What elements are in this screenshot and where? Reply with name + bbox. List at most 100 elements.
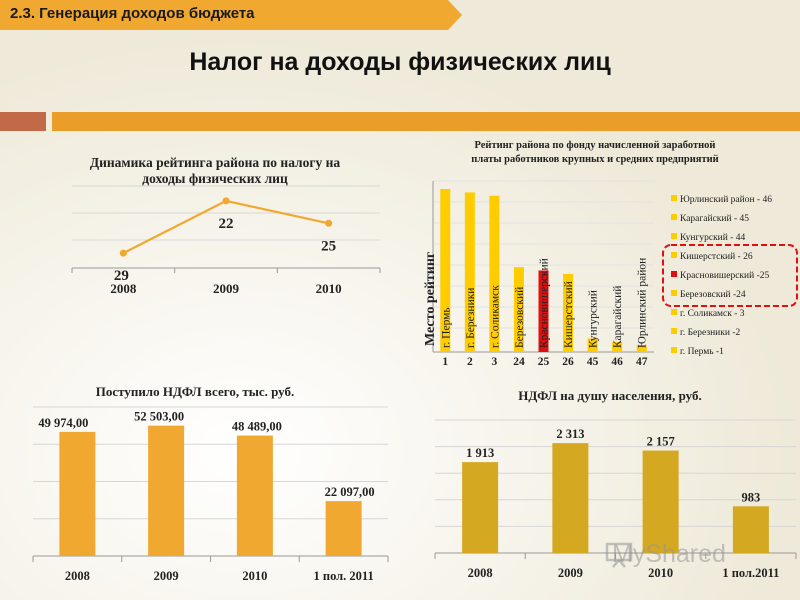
x-tick-label: 25 [538, 356, 550, 368]
x-tick-label: 2009 [558, 566, 583, 580]
bar [489, 195, 500, 352]
section-label: 2.3. Генерация доходов бюджета [10, 5, 255, 22]
data-label: 48 489,00 [232, 420, 282, 434]
bar [538, 270, 549, 352]
x-tick-label: 2010 [242, 569, 267, 583]
data-point [325, 219, 333, 227]
data-label: 25 [321, 238, 336, 254]
rating-line-title: Динамика рейтинга района по налогу на до… [50, 155, 380, 187]
x-tick-label: 47 [636, 356, 648, 368]
bar [552, 443, 589, 553]
legend-item: Кишерстский - 26 [680, 251, 753, 262]
legend-swatch [671, 309, 677, 315]
bar [732, 506, 769, 553]
bar [440, 189, 451, 352]
bar-label: г. Березники [465, 288, 477, 348]
ndfl-total-title: Поступило НДФЛ всего, тыс. руб. [95, 384, 295, 399]
x-tick-label: 2 [467, 356, 473, 368]
section-tab: 2.3. Генерация доходов бюджета [0, 0, 462, 30]
bar [587, 338, 598, 352]
data-label: 1 913 [466, 446, 494, 460]
salary-rating-title-line-1: Рейтинг района по фонду начисленной зара… [474, 140, 716, 151]
bar [464, 192, 475, 352]
x-tick-label: 46 [611, 356, 623, 368]
data-point [222, 197, 230, 205]
legend-swatch [671, 347, 677, 353]
rating-line-title-line-1: Динамика рейтинга района по налогу на [89, 155, 341, 170]
bar-label: Березовский [514, 287, 526, 348]
x-tick-label: 2009 [213, 281, 240, 296]
x-tick-label: 1 [442, 356, 448, 368]
divider-left [0, 112, 46, 131]
ndfl-per-capita-title: НДФЛ на душу населения, руб. [518, 388, 702, 403]
legend-item: г. Соликамск - 3 [680, 309, 745, 319]
y-axis-label: Место рейтинг [423, 252, 438, 346]
legend-item: Красновишерский -25 [680, 270, 769, 281]
data-label: 29 [114, 268, 129, 284]
divider-right [52, 112, 800, 131]
bar-label: Кишерстский [563, 281, 575, 348]
legend-highlight-box [662, 244, 798, 307]
bar-label: Красновишерский [539, 258, 551, 348]
rating-line-title-line-2: доходы физических лиц [142, 171, 288, 186]
bar [642, 450, 679, 553]
x-tick-label: 2009 [154, 569, 179, 583]
legend-item: г. Березники -2 [680, 328, 740, 338]
legend-item: Юрлинский район - 46 [680, 194, 772, 205]
page-title: Налог на доходы физических лиц [189, 48, 611, 76]
watermark-text: MyShared [612, 540, 726, 568]
legend-item: Карагайский - 45 [680, 213, 749, 224]
legend-swatch [671, 252, 677, 258]
data-label: 983 [742, 490, 761, 504]
x-tick-label: 1 пол. 2011 [314, 569, 374, 583]
bar [636, 345, 647, 352]
bar [148, 425, 185, 556]
legend-swatch [671, 290, 677, 296]
data-point [119, 249, 127, 257]
bar-label: Кунгурский [588, 290, 600, 348]
x-tick-label: 2008 [110, 281, 137, 296]
legend-swatch [671, 195, 677, 201]
x-tick-label: 26 [562, 356, 574, 368]
x-tick-label: 2010 [648, 566, 673, 580]
x-tick-label: 3 [492, 356, 498, 368]
section-tab-shape [0, 0, 462, 30]
bar-label: Карагайский [612, 286, 624, 348]
data-label: 49 974,00 [38, 416, 88, 430]
legend-item: Березовский -24 [680, 289, 746, 300]
salary-rating-title-line-2: платы работников крупных и средних предп… [471, 154, 719, 165]
bar [59, 431, 96, 556]
data-label: 22 [219, 216, 234, 232]
bar [563, 273, 574, 352]
legend-swatch [671, 271, 677, 277]
salary-rating-title: Рейтинг района по фонду начисленной зара… [425, 139, 765, 167]
bar-label: Юрлинский район [637, 258, 649, 348]
bar-label: г. Пермь [440, 307, 452, 348]
legend-swatch [671, 214, 677, 220]
x-tick-label: 1 пол.2011 [722, 566, 779, 580]
bar [513, 267, 524, 352]
bar [325, 501, 362, 556]
x-tick-label: 2008 [65, 569, 90, 583]
legend-item: г. Пермь -1 [680, 347, 724, 357]
legend-item: Кунгурский - 44 [680, 232, 746, 243]
x-tick-label: 2008 [468, 566, 493, 580]
legend-swatch [671, 233, 677, 239]
bar [462, 462, 499, 553]
bar [236, 435, 273, 556]
data-label: 22 097,00 [325, 485, 375, 499]
x-tick-label: 2010 [316, 281, 342, 296]
data-label: 2 157 [647, 435, 675, 449]
legend-swatch [671, 328, 677, 334]
presentation-icon [605, 542, 633, 568]
x-tick-label: 45 [587, 356, 599, 368]
data-label: 52 503,00 [134, 410, 184, 424]
bar [612, 341, 623, 352]
data-label: 2 313 [556, 427, 584, 441]
bar-label: г. Соликамск [489, 285, 501, 348]
x-tick-label: 24 [513, 356, 525, 368]
